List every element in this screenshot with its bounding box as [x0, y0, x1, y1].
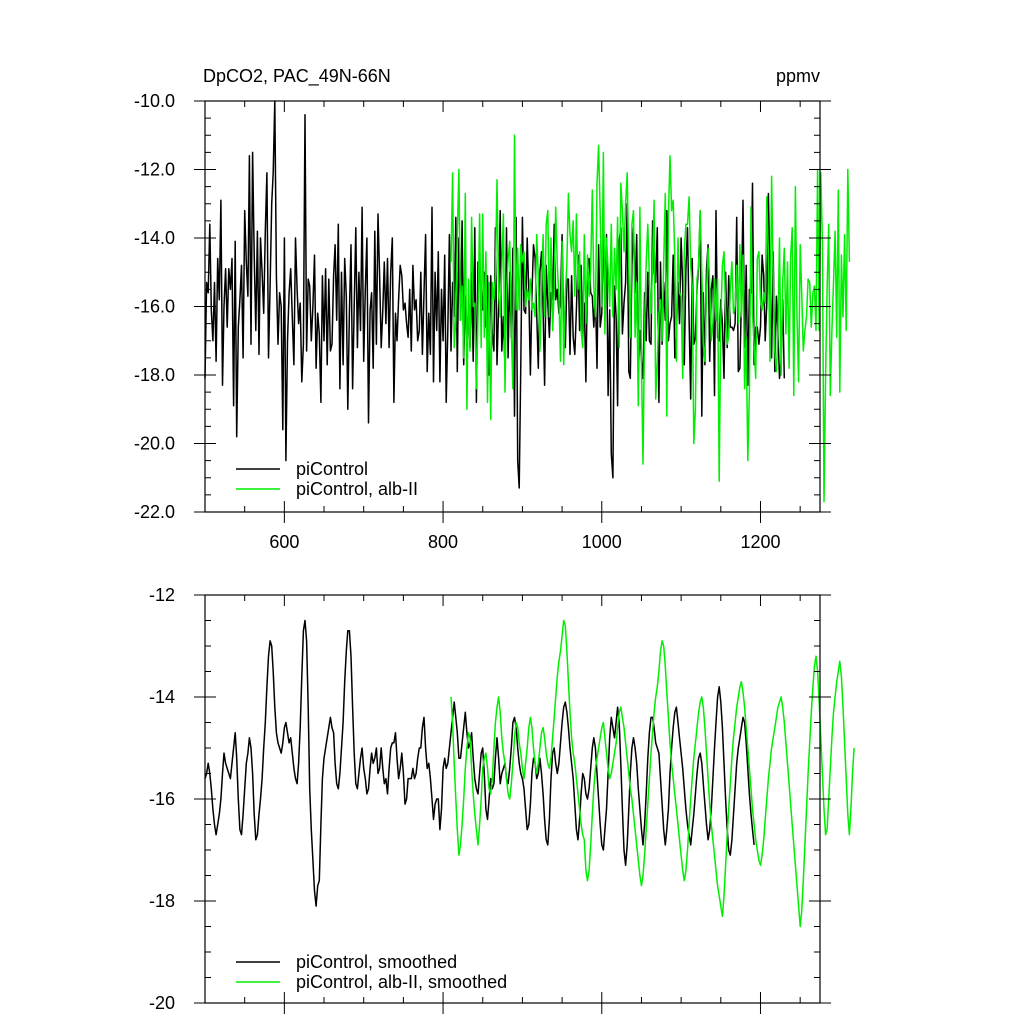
- y-tick-label: -20.0: [134, 434, 175, 454]
- y-tick-label: -20: [149, 993, 175, 1013]
- series-layer-top: [204, 100, 851, 503]
- y-tick-label: -12: [149, 585, 175, 605]
- y-tick-label: -10.0: [134, 91, 175, 111]
- series-line-picontrol-alb-ii: [450, 134, 851, 503]
- y-tick-label: -16.0: [134, 297, 175, 317]
- legend-top: piControl piControl, alb-II: [236, 459, 418, 499]
- legend-label-picontrol-alb-ii-smoothed: piControl, alb-II, smoothed: [296, 972, 507, 992]
- y-tick-label: -18: [149, 891, 175, 911]
- x-tick-label: 1200: [740, 532, 780, 552]
- axis-layer-top: 600 800 1000 1200 -10.0 -12.0 -14.0 -16.0 -18.0 -…: [134, 91, 831, 552]
- y-tick-label: -18.0: [134, 365, 175, 385]
- y-tick-label: -16: [149, 789, 175, 809]
- series-line-picontrol-smoothed: [204, 619, 755, 907]
- series-layer-bottom: [204, 619, 855, 928]
- x-tick-label: 800: [428, 532, 458, 552]
- plot-frame-bottom: [204, 594, 821, 1004]
- legend-bottom: piControl, smoothed piControl, alb-II, s…: [236, 952, 507, 992]
- legend-label-picontrol-smoothed: piControl, smoothed: [296, 952, 457, 972]
- y-tick-label: -12.0: [134, 160, 175, 180]
- y-tick-label: -22.0: [134, 502, 175, 522]
- top-panel: DpCO2, PAC_49N-66N ppmv 600 800 1000 1200 -1…: [134, 66, 851, 552]
- series-line-picontrol-alb-ii-smoothed: [450, 619, 855, 928]
- y-tick-label: -14.0: [134, 228, 175, 248]
- legend-label-picontrol: piControl: [296, 459, 368, 479]
- plot-frame-top: [204, 100, 821, 513]
- bottom-panel: -12 -14 -16 -18 -20 piControl, smoothed piCo…: [149, 585, 855, 1014]
- x-tick-label: 600: [269, 532, 299, 552]
- y-tick-label: -14: [149, 687, 175, 707]
- chart-title: DpCO2, PAC_49N-66N: [203, 66, 391, 87]
- units-label: ppmv: [776, 66, 820, 86]
- legend-label-picontrol-alb-ii: piControl, alb-II: [296, 479, 418, 499]
- x-tick-label: 1000: [582, 532, 622, 552]
